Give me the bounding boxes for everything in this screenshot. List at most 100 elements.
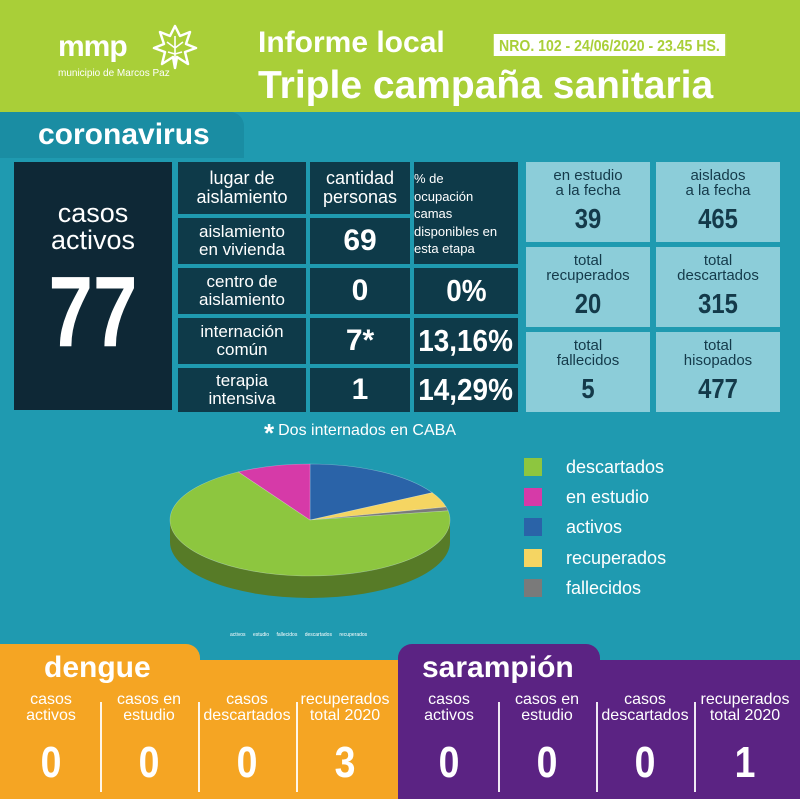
pie-mini-legend: activos estudio fallecidos descartados r… (230, 632, 373, 638)
pie-slice-descartados (169, 471, 451, 577)
dengue-value: 0 (138, 738, 160, 787)
stat-label-line2: a la fecha (555, 182, 621, 199)
stat-label: en estudio a la fecha (526, 168, 650, 198)
measles-label-line1: casos en (514, 691, 580, 708)
row-place: centro de aislamiento (178, 268, 306, 314)
footnote-text: Dos internados en CABA (278, 422, 456, 439)
stat-value: 477 (698, 373, 738, 404)
stat-in-study: en estudio a la fecha 39 (526, 162, 650, 242)
asterisk-icon: * (264, 418, 275, 448)
active-cases-value: 77 (48, 256, 138, 368)
header-occupancy: % de ocupación camas disponibles en esta… (414, 162, 518, 264)
header-count-line2: personas (322, 187, 398, 207)
legend-item-en-estudio: en estudio (524, 486, 649, 508)
dengue-label-line1: casos (226, 691, 268, 708)
measles-label-line2: total 2020 (709, 707, 781, 724)
stat-value: 39 (574, 203, 602, 234)
legend-swatch (524, 458, 542, 476)
divider (694, 702, 696, 792)
measles-label-line1: casos (428, 691, 470, 708)
row-place-line1: centro de (206, 272, 278, 292)
divider (198, 702, 200, 792)
stat-label-line2: a la fecha (685, 182, 751, 199)
stat-label: total hisopados (656, 338, 780, 368)
mini-legend-item: recuperados (339, 632, 368, 638)
report-subtitle: Triple campaña sanitaria (258, 64, 714, 107)
stat-isolated: aislados a la fecha 465 (656, 162, 780, 242)
divider (296, 702, 298, 792)
mini-legend-item: descartados (304, 632, 332, 638)
stat-label-line1: total (573, 252, 603, 269)
legend-label: activos (566, 516, 623, 537)
dengue-tab (0, 644, 200, 694)
header-count: cantidad personas (310, 162, 410, 214)
row-pct: 0% (445, 272, 487, 308)
stat-value: 5 (581, 373, 595, 404)
stat-discarded: total descartados 315 (656, 247, 780, 327)
measles-in-study: casos en estudio 0 (498, 692, 596, 796)
header-place: lugar de aislamiento (178, 162, 306, 214)
dengue-label-line2: estudio (123, 707, 175, 724)
report-number-badge: NRO. 102 - 24/06/2020 - 23.45 HS. (492, 32, 727, 58)
header-occupancy-line3: camas (414, 206, 453, 222)
legend-swatch (524, 488, 542, 506)
row-count: 69 (310, 218, 410, 264)
mini-legend-item: fallecidos (276, 632, 298, 638)
measles-label-line1: recuperados (700, 691, 790, 708)
row-place: aislamiento en vivienda (178, 218, 306, 264)
stat-recovered: total recuperados 20 (526, 247, 650, 327)
dengue-value: 0 (40, 738, 62, 787)
dengue-label-line2: total 2020 (309, 707, 381, 724)
row-place: terapia intensiva (178, 368, 306, 412)
coronavirus-tab (0, 112, 244, 158)
active-cases-label-line1: casos (57, 198, 129, 228)
dengue-label-line1: casos en (116, 691, 182, 708)
measles-label-line2: descartados (601, 707, 689, 724)
active-cases-box (14, 162, 172, 410)
pie-slice-en-estudio (237, 463, 311, 521)
divider (596, 702, 598, 792)
logo-subtitle: municipio de Marcos Paz (58, 68, 170, 79)
header-place-line2: aislamiento (196, 187, 288, 207)
pie-slice-fallecidos (309, 506, 449, 521)
measles-value: 0 (536, 738, 558, 787)
dengue-value: 0 (236, 738, 258, 787)
divider (100, 702, 102, 792)
stat-deceased: total fallecidos 5 (526, 332, 650, 412)
dengue-discarded: casos descartados 0 (198, 692, 296, 796)
dengue-active: casos activos 0 (2, 692, 100, 796)
measles-label-line1: casos (624, 691, 666, 708)
stat-label: total descartados (656, 253, 780, 283)
row-place-line2: común (216, 340, 268, 359)
measles-value: 0 (438, 738, 460, 787)
pie-slice-activos (309, 463, 433, 521)
row-pct-cell: 0% (414, 268, 518, 314)
stat-value: 20 (574, 288, 602, 319)
active-cases-label: casos activos (14, 200, 172, 254)
legend-label: descartados (566, 456, 665, 477)
dengue-recovered: recuperados total 2020 3 (296, 692, 394, 796)
legend-swatch (524, 518, 542, 536)
active-cases-label-line2: activos (50, 225, 136, 255)
stat-label: aislados a la fecha (656, 168, 780, 198)
measles-recovered: recuperados total 2020 1 (696, 692, 794, 796)
header-occupancy-line4: disponibles en (414, 223, 498, 239)
stat-swabbed: total hisopados 477 (656, 332, 780, 412)
report-title: Informe local (258, 26, 445, 59)
legend-swatch (524, 579, 542, 597)
stat-label-line1: total (703, 252, 733, 269)
header-occupancy-line5: esta etapa (414, 241, 475, 257)
logo-wordmark: mmp (58, 30, 128, 63)
measles-active: casos activos 0 (400, 692, 498, 796)
dengue-value: 3 (334, 738, 356, 787)
row-place-line2: en vivienda (198, 240, 285, 259)
measles-title: sarampión (422, 651, 574, 684)
dengue-label-line2: descartados (203, 707, 291, 724)
header-place-line1: lugar de (209, 168, 275, 189)
stat-label-line1: total (703, 337, 733, 354)
stat-label-line2: hisopados (683, 352, 753, 369)
coronavirus-section-title: coronavirus (38, 118, 210, 151)
row-pct: 13,16% (418, 322, 514, 358)
stat-value: 465 (698, 203, 738, 234)
dengue-label-line1: casos (30, 691, 72, 708)
